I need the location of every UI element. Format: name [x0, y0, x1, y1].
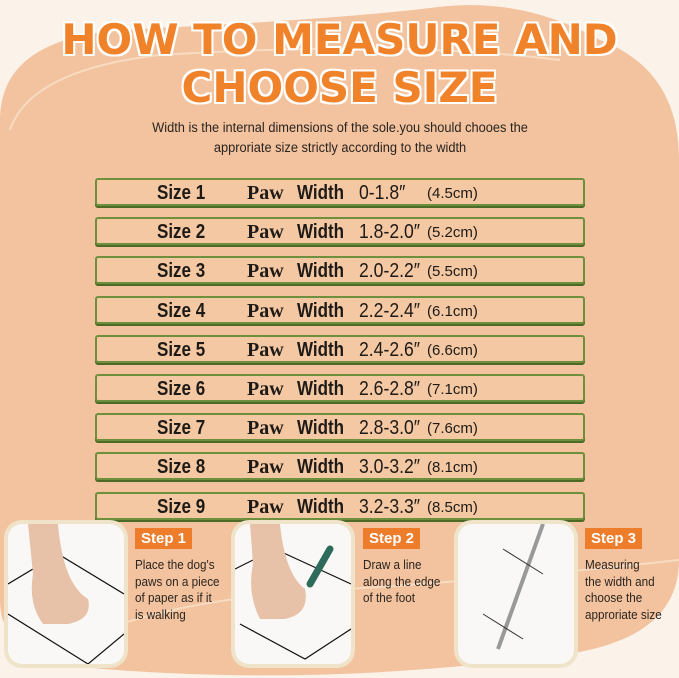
description-line: Place the dog's	[135, 557, 215, 572]
size-row: Size 7 Paw Width 2.8-3.0″ (7.6cm)	[95, 413, 585, 442]
ruler-measure-icon	[482, 524, 545, 650]
width-label: Width	[297, 221, 345, 244]
paw-label: Paw	[247, 260, 284, 283]
subtitle: Width is the internal dimensions of the …	[74, 118, 606, 158]
size-row: Size 9 Paw Width 3.2-3.3″ (8.5cm)	[95, 491, 585, 520]
width-label: Width	[297, 495, 345, 518]
size-row: Size 6 Paw Width 2.6-2.8″ (7.1cm)	[95, 374, 585, 402]
width-cm: (4.5cm)	[427, 185, 478, 202]
size-label: Size 6	[157, 378, 206, 400]
size-row: Size 8 Paw Width 3.0-3.2″ (8.1cm)	[95, 452, 585, 481]
step2-image	[235, 524, 351, 664]
description-line: approriate size	[585, 606, 662, 622]
size-row: Size 2 Paw Width 1.8-2.0″ (5.2cm)	[95, 217, 585, 246]
width-label: Width	[297, 456, 345, 479]
description-line: is walking	[135, 606, 186, 622]
page-title-line2: CHOOSE SIZE	[181, 63, 498, 112]
description-line: of the foot	[363, 590, 416, 605]
step3-badge: Step 3	[585, 528, 643, 549]
width-cm: (8.5cm)	[427, 498, 478, 516]
subtitle-line2: approriate size strictly according to th…	[213, 140, 467, 155]
description-line: Measuring	[585, 557, 640, 572]
size-label: Size 2	[157, 221, 206, 244]
width-label: Width	[297, 338, 345, 361]
size-label: Size 5	[157, 338, 206, 361]
size-row: Size 4 Paw Width 2.2-2.4″ (6.1cm)	[95, 295, 585, 324]
paw-on-paper-icon	[8, 524, 124, 664]
step3-image	[458, 524, 574, 664]
size-label: Size 9	[157, 495, 206, 518]
size-label: Size 4	[157, 299, 206, 322]
paw-label: Paw	[247, 495, 284, 518]
description-line: along the edge	[363, 573, 441, 589]
step1-badge: Step 1	[135, 528, 193, 549]
step2-badge: Step 2	[363, 528, 421, 549]
paw-label: Paw	[247, 299, 284, 322]
step1-image	[8, 524, 124, 664]
step3-description: Measuring the width and choose the approria…	[585, 557, 662, 623]
width-cm: (6.6cm)	[427, 341, 478, 359]
description-line: paws on a piece	[135, 573, 220, 589]
width-cm: (7.6cm)	[427, 420, 478, 438]
subtitle-line1: Width is the internal dimensions of the …	[152, 120, 528, 135]
description-line: the width and	[585, 573, 655, 589]
size-row: Size 3 Paw Width 2.0-2.2″ (5.5cm)	[95, 256, 585, 285]
width-label: Width	[297, 417, 345, 440]
width-cm: (5.2cm)	[427, 224, 478, 242]
width-inches: 2.0-2.2″	[359, 260, 421, 283]
size-label: Size 8	[157, 456, 206, 479]
paw-label: Paw	[247, 221, 284, 244]
description-line: Draw a line	[363, 557, 422, 572]
description-line: choose the	[585, 590, 643, 605]
page-title-line1: HOW TO MEASURE AND	[61, 15, 618, 64]
paw-label: Paw	[247, 378, 284, 400]
paw-label: Paw	[247, 456, 284, 479]
width-label: Width	[297, 378, 345, 400]
width-label: Width	[297, 260, 345, 283]
size-label: Size 1	[157, 182, 206, 204]
width-inches: 0-1.8″	[359, 182, 406, 204]
width-inches: 2.6-2.8″	[359, 378, 421, 400]
width-inches: 2.4-2.6″	[359, 338, 421, 361]
width-cm: (8.1cm)	[427, 459, 478, 477]
width-label: Width	[297, 299, 345, 322]
description-line: of paper as if it	[135, 590, 212, 605]
size-row: Size 1 Paw Width 0-1.8″ (4.5cm)	[95, 178, 585, 206]
size-label: Size 7	[157, 417, 206, 440]
pencil-trace-icon	[235, 524, 351, 660]
width-inches: 2.2-2.4″	[359, 299, 421, 322]
width-cm: (7.1cm)	[427, 381, 478, 398]
width-inches: 1.8-2.0″	[359, 221, 421, 244]
size-row: Size 5 Paw Width 2.4-2.6″ (6.6cm)	[95, 334, 585, 363]
width-inches: 3.2-3.3″	[359, 495, 421, 518]
paw-label: Paw	[247, 338, 284, 361]
step2-description: Draw a line along the edge of the foot	[363, 557, 440, 607]
width-cm: (6.1cm)	[427, 302, 478, 320]
width-inches: 3.0-3.2″	[359, 456, 421, 479]
width-label: Width	[297, 182, 345, 204]
width-inches: 2.8-3.0″	[359, 417, 421, 440]
step1-description: Place the dog's paws on a piece of paper a…	[135, 557, 220, 623]
paw-label: Paw	[247, 417, 284, 440]
paw-label: Paw	[247, 182, 284, 204]
size-label: Size 3	[157, 260, 206, 283]
width-cm: (5.5cm)	[427, 263, 478, 281]
